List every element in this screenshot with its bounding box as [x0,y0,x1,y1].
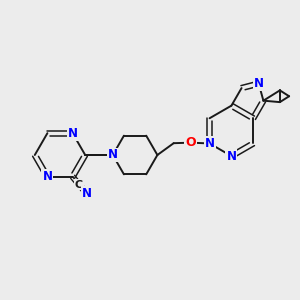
Text: N: N [254,77,264,90]
Text: C: C [75,179,83,190]
Text: N: N [82,188,92,200]
Text: O: O [185,136,196,149]
Text: N: N [68,127,78,140]
Text: N: N [108,148,118,161]
Text: N: N [42,170,52,183]
Text: N: N [205,137,214,150]
Text: N: N [226,150,236,163]
